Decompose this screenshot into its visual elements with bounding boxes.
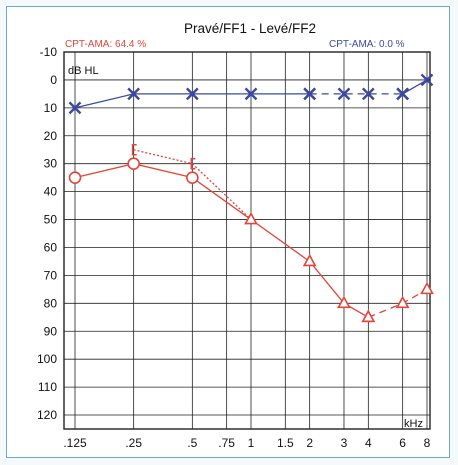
marker-x (244, 87, 258, 101)
x-tick-label: 1 (248, 436, 255, 450)
y-tick-label: 50 (44, 213, 58, 227)
series-line (191, 177, 252, 221)
chart-frame: Pravé/FF1 - Levé/FF2 CPT-AMA: 64.4 % CPT… (6, 6, 450, 458)
marker-x (185, 87, 199, 101)
grid (63, 51, 431, 430)
x-tick-label: .25 (125, 436, 142, 450)
x-tick-label: 2 (306, 436, 313, 450)
y-tick-label: 80 (44, 296, 58, 310)
marker-x (396, 87, 409, 101)
x-tick-label: .5 (187, 436, 197, 450)
y-axis-label: dB HL (68, 65, 99, 77)
audiogram-chart: Pravé/FF1 - Levé/FF2 CPT-AMA: 64.4 % CPT… (37, 21, 434, 450)
y-tick-label: 60 (44, 240, 58, 254)
marker-x (361, 87, 375, 101)
y-tick-label: 70 (44, 268, 58, 282)
marker-circle (127, 157, 140, 171)
marker-bracket (190, 157, 196, 170)
x-tick-label: .75 (218, 436, 235, 450)
marker-triangle (244, 211, 258, 225)
y-tick-label: 40 (44, 185, 58, 199)
y-tick-label: 90 (44, 324, 58, 338)
marker-triangle (302, 253, 317, 267)
y-tick-label: 10 (44, 101, 58, 115)
series-line (133, 149, 193, 165)
x-tick-label: .125 (63, 436, 87, 450)
chart-title: Pravé/FF1 - Levé/FF2 (184, 21, 316, 36)
marker-x (127, 87, 141, 101)
plot-border (63, 51, 431, 430)
x-tick-labels: .125 .25 .5 .75 1 1.5 2 3 4 6 8 (63, 436, 430, 450)
x-axis-label: kHz (404, 418, 423, 430)
y-tick-label: 100 (37, 352, 57, 366)
marker-bracket (131, 143, 137, 156)
marker-triangle (337, 295, 351, 309)
x-tick-label: 4 (365, 436, 372, 450)
y-tick-label: 0 (50, 73, 57, 87)
y-tick-label: 20 (44, 129, 58, 143)
marker-triangle (395, 295, 410, 309)
markers-layer (68, 73, 434, 323)
y-tick-label: 110 (38, 380, 57, 394)
marker-triangle (420, 281, 434, 295)
y-tick-labels: -10 0 10 20 30 40 50 60 70 80 90 100 110 120 (37, 45, 57, 422)
y-tick-label: -10 (40, 45, 58, 59)
cpt-right-annotation: CPT-AMA: 0.0 % (329, 39, 405, 50)
cpt-left-annotation: CPT-AMA: 64.4 % (65, 39, 146, 50)
y-tick-label: 30 (44, 157, 58, 171)
x-tick-label: 8 (424, 436, 431, 450)
marker-circle (68, 171, 82, 184)
marker-x (420, 73, 434, 87)
x-tick-label: 6 (399, 436, 406, 450)
x-tick-label: 3 (341, 436, 348, 450)
series-line (402, 79, 428, 95)
x-tick-label: 1.5 (277, 436, 294, 450)
marker-triangle (361, 309, 376, 323)
marker-circle (186, 171, 199, 184)
marker-x (303, 87, 317, 101)
marker-x (68, 101, 82, 115)
y-tick-label: 120 (37, 408, 57, 422)
marker-x (337, 87, 351, 101)
series-line (250, 219, 369, 318)
series-line (191, 163, 252, 221)
